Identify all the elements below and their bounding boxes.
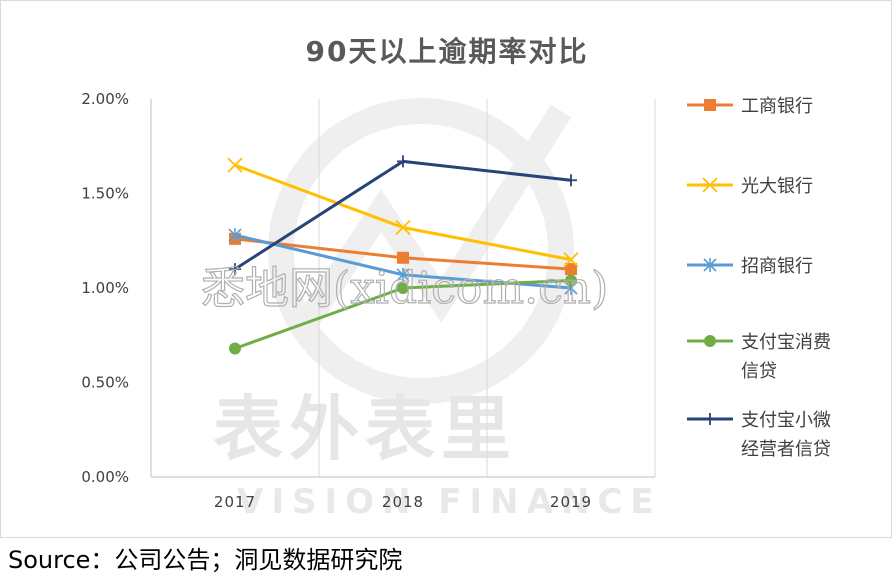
legend-item: 光大银行 <box>687 176 813 197</box>
legend-label: 信贷 <box>741 361 777 382</box>
data-point <box>227 157 243 173</box>
data-point <box>704 99 716 111</box>
x-tick-label: 2017 <box>214 493 256 511</box>
legend-label: 光大银行 <box>741 176 813 197</box>
legend-label: 招商银行 <box>741 256 813 277</box>
watermark-arrow <box>291 104 572 338</box>
source-note: Source：公司公告；洞见数据研究院 <box>8 546 403 574</box>
chart-title: 90天以上逾期率对比 <box>306 35 589 68</box>
y-tick-label: 1.50% <box>81 185 129 203</box>
circle-marker <box>397 282 409 294</box>
plus-marker <box>397 155 409 168</box>
plus-marker <box>565 174 577 187</box>
y-axis-ticks: 0.00% 0.50% 1.00% 1.50% 2.00% <box>81 90 129 486</box>
x-marker <box>227 157 243 173</box>
circle-marker <box>565 274 577 287</box>
star-marker <box>703 258 717 272</box>
y-tick-label: 0.00% <box>81 468 129 486</box>
data-point <box>229 342 241 355</box>
x-axis-ticks: 2017 2018 2019 <box>214 493 592 511</box>
star-marker <box>396 267 410 282</box>
square-marker <box>704 99 716 111</box>
legend-label: 工商银行 <box>741 96 813 117</box>
y-tick-label: 2.00% <box>81 90 129 108</box>
watermark-en-text: VISION FINANCE <box>237 482 662 522</box>
data-point <box>397 251 409 264</box>
star-marker <box>228 228 242 243</box>
data-point <box>702 177 718 193</box>
plus-marker <box>704 413 716 425</box>
data-point <box>396 267 410 282</box>
data-point <box>565 274 577 287</box>
legend-item: 招商银行 <box>687 256 813 277</box>
series-circle <box>229 274 577 355</box>
x-marker <box>395 219 411 236</box>
legend-label: 支付宝消费 <box>741 332 831 353</box>
square-marker <box>565 263 577 276</box>
chart-frame: 表外表里 VISION FINANCE 90天以上逾期率对比 0.00% 0.50… <box>0 0 892 538</box>
data-point <box>704 335 716 347</box>
data-point <box>229 263 241 276</box>
data-point <box>703 258 717 272</box>
data-point <box>228 228 242 243</box>
data-point <box>397 155 409 168</box>
data-point <box>704 413 716 425</box>
circle-marker <box>704 335 716 347</box>
series-x <box>227 157 579 268</box>
circle-marker <box>229 342 241 355</box>
square-marker <box>397 251 409 264</box>
x-tick-label: 2019 <box>550 493 592 511</box>
data-point <box>397 282 409 294</box>
y-tick-label: 0.50% <box>81 374 129 392</box>
x-marker <box>563 252 579 268</box>
x-marker <box>702 177 718 193</box>
watermark: 表外表里 VISION FINANCE <box>213 98 662 522</box>
legend-item: 工商银行 <box>687 96 813 117</box>
web-watermark: 悉地网(xidicom.cn) <box>201 263 608 314</box>
legend-label: 经营者信贷 <box>741 439 831 460</box>
series-layer <box>227 155 579 355</box>
series-plus <box>229 155 577 276</box>
axes <box>150 99 655 478</box>
line-chart: 表外表里 VISION FINANCE 90天以上逾期率对比 0.00% 0.50… <box>81 35 831 522</box>
plus-marker <box>229 263 241 276</box>
legend-label: 支付宝小微 <box>741 410 831 431</box>
data-point <box>395 219 411 236</box>
y-tick-label: 1.00% <box>81 279 129 297</box>
watermark-ring <box>268 98 574 404</box>
data-point <box>563 252 579 268</box>
watermark-cn-text: 表外表里 <box>213 388 517 470</box>
data-point <box>565 174 577 187</box>
data-point <box>565 263 577 276</box>
grid <box>318 99 656 477</box>
x-tick-label: 2018 <box>382 493 424 511</box>
